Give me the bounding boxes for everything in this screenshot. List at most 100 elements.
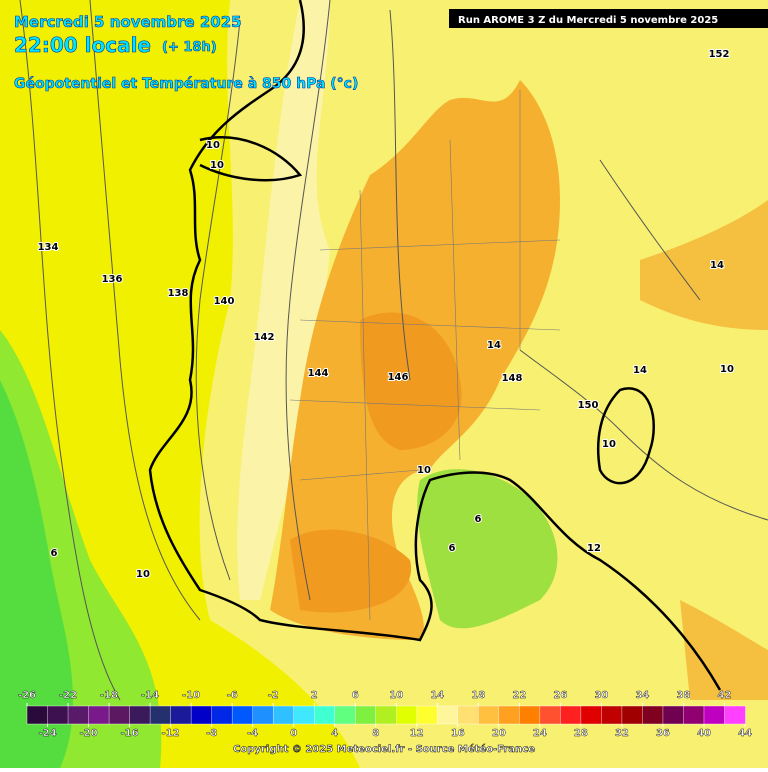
colorbar-swatch (437, 705, 459, 725)
colorbar-label: -24 (38, 728, 56, 739)
colorbar-label: 20 (492, 728, 506, 739)
contour-label: 142 (254, 332, 275, 343)
run-box (449, 9, 768, 28)
run-label: Run AROME 3 Z du Mercredi 5 novembre 202… (458, 15, 718, 26)
colorbar-swatch (88, 705, 110, 725)
time: 22:00 locale (14, 33, 151, 57)
zone-orange-east (640, 200, 768, 700)
colorbar-swatch (519, 705, 541, 725)
colorbar-swatch (478, 705, 500, 725)
colorbar-swatch (724, 705, 746, 725)
colorbar-swatch (601, 705, 623, 725)
contour-label: 10 (602, 439, 616, 450)
colorbar-label: 26 (553, 690, 567, 701)
contour-label: 148 (502, 373, 523, 384)
colorbar-label: 8 (372, 728, 379, 739)
date: Mercredi 5 novembre 2025 (14, 13, 242, 31)
colorbar-swatch (683, 705, 705, 725)
colorbar-label: 32 (615, 728, 629, 739)
zone-orange-dark (290, 312, 462, 613)
colorbar-swatch (621, 705, 644, 725)
contour-label: 14 (710, 260, 724, 271)
colorbar-swatch (560, 705, 582, 725)
colorbar-swatch (416, 705, 438, 725)
colorbar-swatch (293, 705, 315, 725)
colorbar-label: -26 (18, 690, 36, 701)
colorbar-label: 30 (594, 690, 608, 701)
colorbar-swatch (47, 705, 69, 725)
colorbar-label: 36 (656, 728, 670, 739)
contour-label: 12 (587, 543, 601, 554)
colorbar-label: 42 (718, 690, 732, 701)
colorbar-label: -6 (227, 690, 238, 701)
colorbar-label: 34 (635, 690, 649, 701)
colorbar-label: 18 (471, 690, 485, 701)
colorbar-label: 28 (574, 728, 588, 739)
colorbar-swatch (396, 705, 418, 725)
colorbar-label: 6 (352, 690, 359, 701)
colorbar-label: 12 (410, 728, 424, 739)
isohypse (19, 0, 768, 701)
colorbar-swatch (149, 705, 172, 725)
colorbar: -26 -22 -18 -14 -10 -6 -2 2 6 10 14 18 22 26 30 34 38 42-… (18, 690, 752, 739)
colorbar-swatch (211, 705, 233, 725)
borders (289, 90, 561, 621)
contour-label: 136 (102, 274, 123, 285)
contour-label: 146 (388, 372, 409, 383)
colorbar-swatch (334, 705, 356, 725)
colorbar-label: -4 (247, 728, 258, 739)
colorbar-label: 4 (331, 728, 338, 739)
colorbar-swatch (252, 705, 274, 725)
colorbar-label: -12 (162, 728, 180, 739)
colorbar-swatch (170, 705, 192, 725)
colorbar-label: 16 (451, 728, 465, 739)
colorbar-swatch (662, 705, 685, 725)
zone-green-east (417, 469, 558, 629)
colorbar-label: -2 (268, 690, 279, 701)
colorbar-swatch (108, 705, 131, 725)
colorbar-label: 44 (738, 728, 752, 739)
contour-label: 10 (206, 140, 220, 151)
colorbar-label: 22 (512, 690, 526, 701)
colorbar-label: 2 (311, 690, 318, 701)
colorbar-label: 40 (697, 728, 711, 739)
colorbar-label: -16 (121, 728, 139, 739)
coastline (148, 0, 722, 691)
colorbar-swatch (457, 705, 480, 725)
colorbar-swatch (642, 705, 664, 725)
colorbar-swatch (580, 705, 603, 725)
contour-label: 6 (449, 543, 456, 554)
contour-label: 140 (214, 296, 235, 307)
contour-label: 144 (308, 368, 329, 379)
colorbar-label: 14 (430, 690, 444, 701)
colorbar-label: -18 (100, 690, 118, 701)
contour-label: 134 (38, 242, 59, 253)
contour-label: 10 (417, 465, 431, 476)
colorbar-swatch (26, 705, 49, 725)
colorbar-label: -8 (206, 728, 217, 739)
contour-label: 10 (720, 364, 734, 375)
colorbar-label: -10 (182, 690, 200, 701)
colorbar-label: 38 (676, 690, 690, 701)
contour-label: 6 (51, 548, 58, 559)
lead: (+ 18h) (162, 40, 217, 55)
colorbar-swatch (703, 705, 726, 725)
colorbar-swatch (231, 705, 254, 725)
contour-label: 150 (578, 400, 599, 411)
colorbar-swatch (190, 705, 213, 725)
colorbar-swatch (375, 705, 397, 725)
colorbar-label: -14 (141, 690, 159, 701)
zone-pale (237, 0, 330, 600)
parameter: Géopotentiel et Température à 850 hPa (°… (14, 76, 358, 92)
colorbar-swatch (67, 705, 90, 725)
colorbar-label: -20 (80, 728, 98, 739)
colorbar-swatch (539, 705, 562, 725)
contour-label: 10 (210, 160, 224, 171)
contour-label: 6 (475, 514, 482, 525)
contour-label: 152 (709, 49, 730, 60)
colorbar-label: -22 (59, 690, 77, 701)
colorbar-swatch (355, 705, 377, 725)
colorbar-swatch (498, 705, 521, 725)
